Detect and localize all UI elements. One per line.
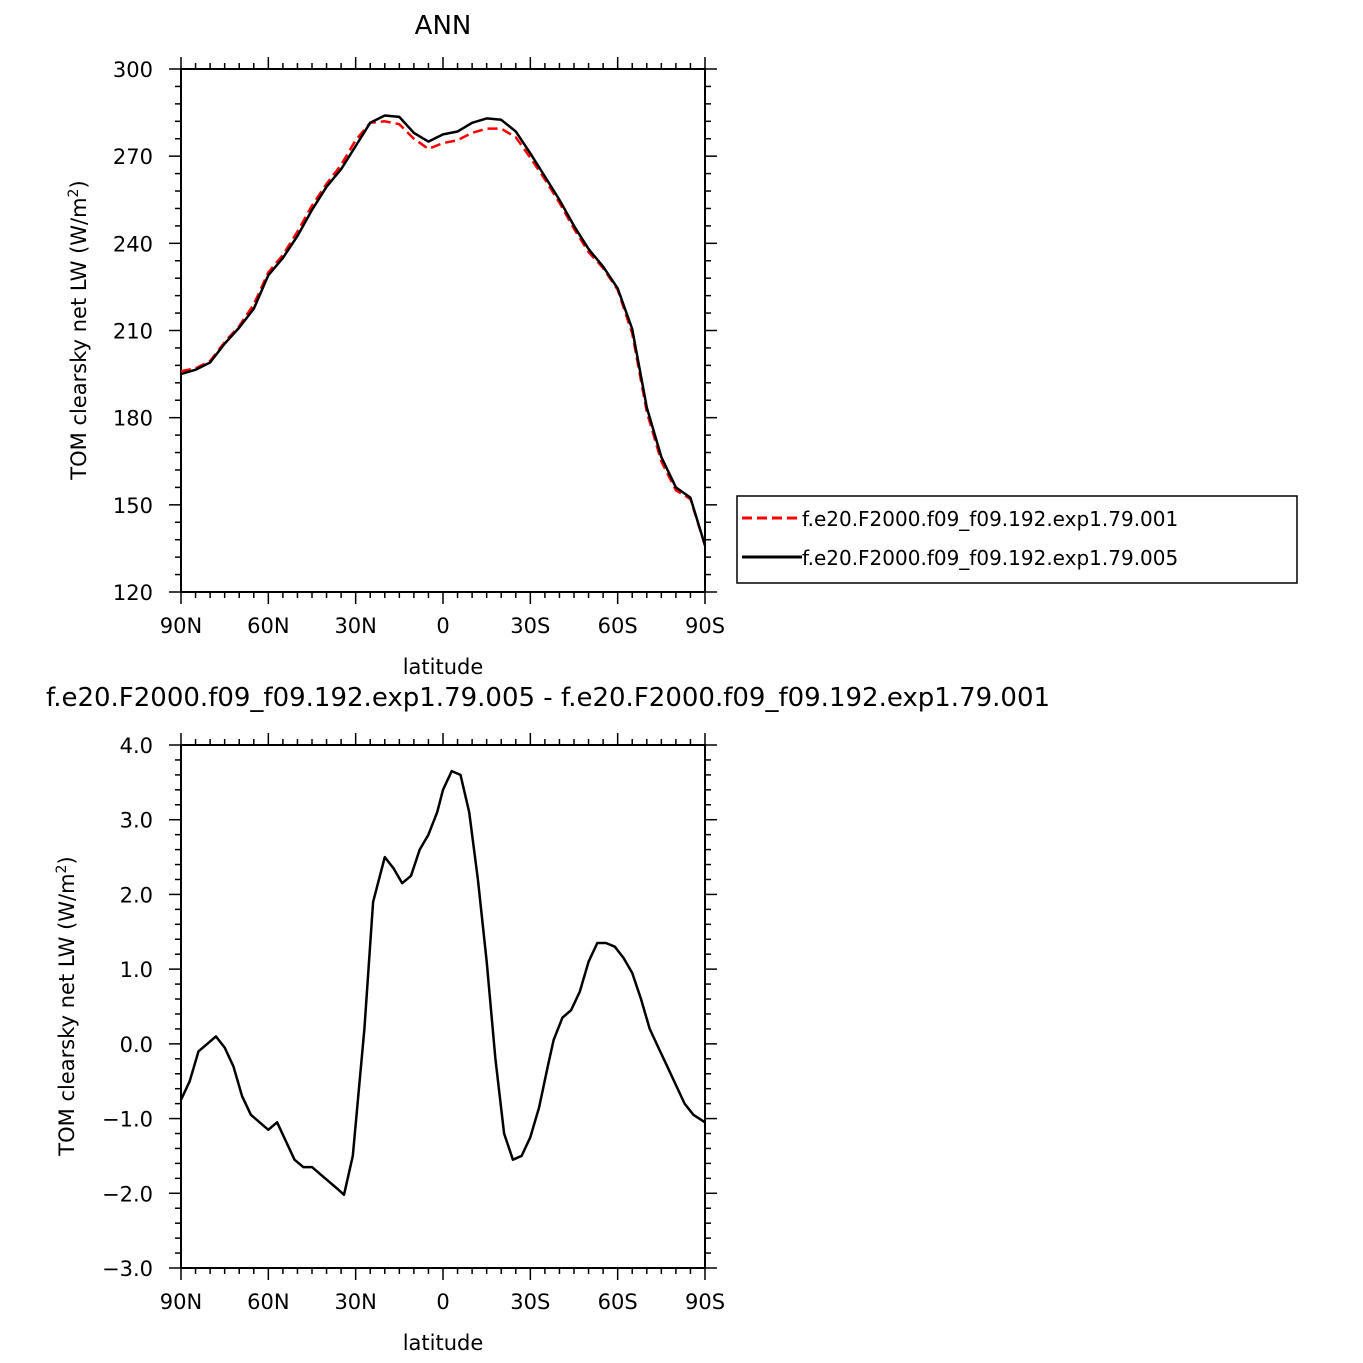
top-x-tick-label: 60N (247, 614, 289, 638)
top-series-line-1 (180, 120, 707, 546)
bottom-y-tick-label: −1.0 (102, 1108, 153, 1132)
top-y-tick-label: 210 (113, 320, 153, 344)
bottom-x-tick-label: 60S (598, 1290, 638, 1314)
top-y-axis-label-close: ) (67, 180, 91, 188)
top-y-tick-label: 240 (113, 232, 153, 256)
top-x-tick-label: 90N (160, 614, 202, 638)
bottom-y-tick-label: 0.0 (120, 1033, 153, 1057)
bottom-x-tick-label: 30S (510, 1290, 550, 1314)
bottom-x-axis-label: latitude (403, 1331, 484, 1355)
top-plot-frame (180, 68, 706, 593)
top-y-tick-label: 180 (113, 407, 153, 431)
bottom-y-tick-label: 2.0 (120, 883, 153, 907)
top-x-tick-label: 90S (685, 614, 725, 638)
top-x-axis-label: latitude (403, 655, 484, 679)
bottom-series-line-1 (179, 769, 706, 1197)
top-y-tick-label: 150 (113, 494, 153, 518)
bottom-y-axis-label: TOM clearsky net LW (W/m2) (54, 856, 79, 1156)
top-x-tick-label: 60S (598, 614, 638, 638)
bottom-plot-area: 90N 60N 30N 0 30S 60S 90S −3.0 −2.0 −1.0 0.0 1.0 2.0… (102, 733, 725, 1314)
top-y-tick-label: 270 (113, 145, 153, 169)
top-series-line-2 (180, 114, 707, 546)
bottom-y-tick-label: −2.0 (102, 1182, 153, 1206)
top-y-tick-label: 120 (113, 581, 153, 605)
top-y-tick-label: 300 (113, 58, 153, 82)
bottom-chart-title: f.e20.F2000.f09_f09.192.exp1.79.005 - f.… (46, 683, 1050, 713)
bottom-panel: f.e20.F2000.f09_f09.192.exp1.79.005 - f.… (46, 683, 1050, 1355)
legend: f.e20.F2000.f09_f09.192.exp1.79.001 f.e2… (736, 495, 1298, 584)
top-panel: ANN 90N 60N 30N 0 30S 60S 90S 120 150 180 210 240 27… (66, 11, 1298, 679)
bottom-y-axis-label-main: TOM clearsky net LW (W/m (55, 873, 79, 1156)
bottom-y-tick-label: 4.0 (120, 734, 153, 758)
top-x-tick-label: 0 (436, 614, 449, 638)
top-y-axis-label-sup: 2 (66, 189, 82, 198)
bottom-x-tick-label: 90N (160, 1290, 202, 1314)
top-x-tick-label: 30N (334, 614, 376, 638)
bottom-x-tick-label: 60N (247, 1290, 289, 1314)
bottom-y-tick-label: 1.0 (120, 958, 153, 982)
top-plot-area: 90N 60N 30N 0 30S 60S 90S 120 150 180 210 240 270 300 (113, 57, 725, 638)
legend-label-series-1: f.e20.F2000.f09_f09.192.exp1.79.001 (802, 507, 1178, 531)
top-x-tick-label: 30S (510, 614, 550, 638)
bottom-x-tick-label: 30N (334, 1290, 376, 1314)
top-y-axis-label: TOM clearsky net LW (W/m2) (66, 180, 91, 480)
bottom-x-tick-label: 0 (436, 1290, 449, 1314)
bottom-x-tick-label: 90S (685, 1290, 725, 1314)
bottom-plot-frame (180, 744, 706, 1269)
legend-label-series-2: f.e20.F2000.f09_f09.192.exp1.79.005 (802, 546, 1178, 570)
bottom-y-axis-label-close: ) (55, 856, 79, 864)
bottom-y-tick-label: −3.0 (102, 1257, 153, 1281)
bottom-y-axis-label-sup: 2 (54, 865, 70, 874)
top-chart-title: ANN (415, 11, 472, 41)
legend-box (736, 495, 1298, 584)
top-y-axis-label-main: TOM clearsky net LW (W/m (67, 197, 91, 480)
bottom-y-tick-label: 3.0 (120, 809, 153, 833)
